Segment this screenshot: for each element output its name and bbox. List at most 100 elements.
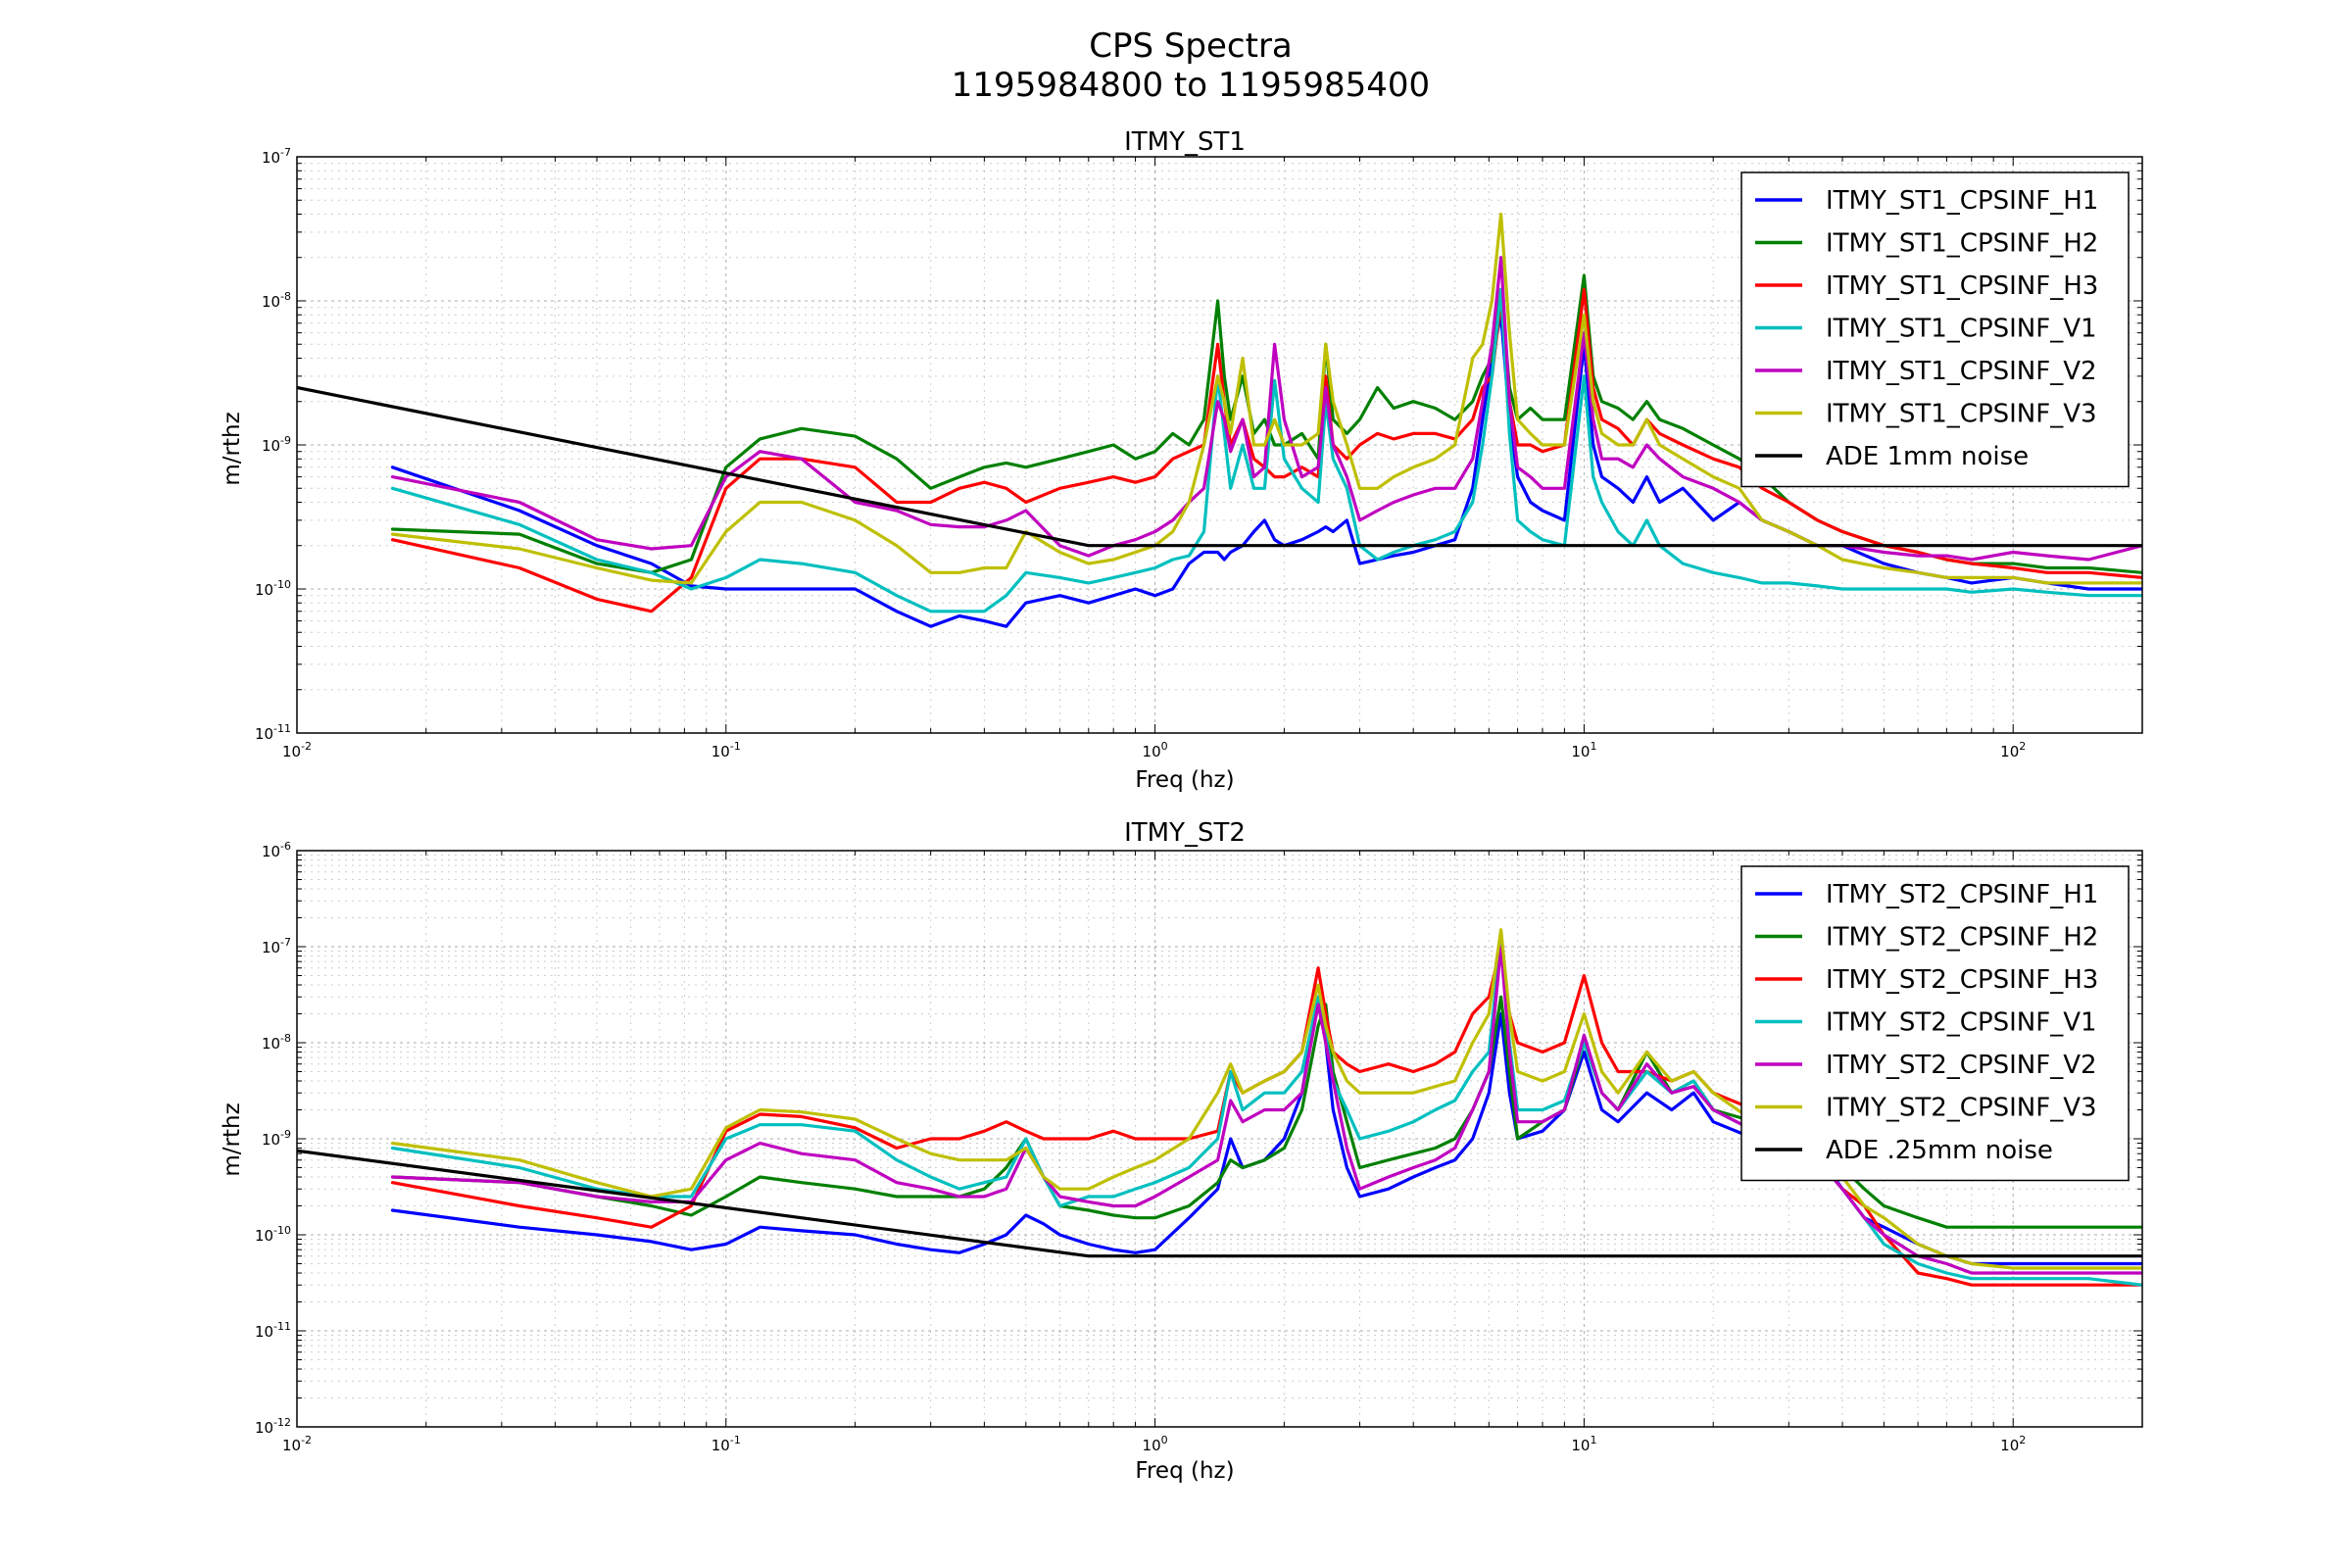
x-tick-label-base: 10 — [2000, 743, 2019, 760]
y-tick-label-exponent: -9 — [280, 1128, 291, 1141]
y-tick-label-exponent: -7 — [280, 146, 291, 159]
ticks — [296, 157, 2143, 734]
y-tick-label-exponent: -11 — [273, 722, 291, 735]
panel-itmy-st2: ITMY_ST2 Freq (hz) m/rthz 10-2 10-1 100 101… — [220, 818, 2143, 1484]
panel-title: ITMY_ST2 — [1124, 818, 1246, 848]
x-tick-label-exponent: -1 — [730, 1434, 741, 1446]
y-tick-label: 10-8 — [262, 1032, 291, 1053]
figure-title-line-1: CPS Spectra — [1089, 26, 1293, 66]
y-tick-label-base: 10 — [262, 293, 280, 311]
x-tick-label-exponent: 0 — [1161, 1434, 1168, 1446]
x-tick-label-exponent: -1 — [730, 740, 741, 753]
legend-label: ITMY_ST1_CPSINF_V1 — [1826, 315, 2097, 344]
x-tick-label-exponent: 1 — [1590, 740, 1596, 753]
y-tick-label-base: 10 — [255, 581, 273, 599]
plot-frame — [296, 850, 2143, 1428]
y-tick-label: 10-11 — [255, 1320, 291, 1341]
x-axis-label: Freq (hz) — [1135, 1458, 1234, 1484]
y-tick-label: 10-10 — [255, 1224, 291, 1245]
y-tick-label-base: 10 — [262, 843, 280, 860]
legend: ITMY_ST1_CPSINF_H1 ITMY_ST1_CPSINF_H2 ITMY… — [1740, 172, 2130, 488]
legend-box — [1740, 172, 2130, 488]
x-tick-label: 10-2 — [282, 1434, 312, 1454]
legend-label: ITMY_ST2_CPSINF_H1 — [1826, 880, 2098, 909]
y-tick-label: 10-11 — [255, 722, 291, 743]
legend-label: ITMY_ST1_CPSINF_H2 — [1826, 229, 2098, 259]
x-tick-label-exponent: 0 — [1161, 740, 1168, 753]
y-tick-label-base: 10 — [262, 437, 280, 455]
x-tick-label-exponent: 2 — [2019, 740, 2026, 753]
x-tick-label: 10-2 — [282, 740, 312, 760]
x-axis-label: Freq (hz) — [1135, 767, 1234, 793]
legend-box — [1740, 865, 2130, 1182]
legend: ITMY_ST2_CPSINF_H1 ITMY_ST2_CPSINF_H2 ITMY… — [1740, 865, 2130, 1182]
panel-title: ITMY_ST1 — [1124, 127, 1246, 157]
x-tick-label-base: 10 — [1571, 1437, 1590, 1454]
panel-itmy-st1: ITMY_ST1 Freq (hz) m/rthz 10-2 10-1 100 101… — [220, 127, 2143, 793]
y-tick-label: 10-8 — [262, 290, 291, 311]
y-tick-label-exponent: -12 — [273, 1416, 291, 1429]
y-tick-label: 10-6 — [262, 840, 291, 860]
reference-line — [297, 1149, 2142, 1258]
y-tick-label-base: 10 — [262, 939, 280, 956]
legend-label: ITMY_ST2_CPSINF_V2 — [1826, 1051, 2097, 1080]
legend-label: ITMY_ST1_CPSINF_H1 — [1826, 186, 2098, 216]
y-tick-label-exponent: -9 — [280, 434, 291, 447]
series-line-itmy-st1-cpsinf-h3 — [390, 287, 2142, 613]
x-tick-label: 102 — [2000, 740, 2026, 760]
x-tick-label-base: 10 — [1143, 743, 1161, 760]
legend-label: ITMY_ST1_CPSINF_V2 — [1826, 357, 2097, 386]
y-tick-label: 10-7 — [262, 146, 291, 167]
y-tick-label-base: 10 — [255, 1323, 273, 1341]
legend-label: ITMY_ST2_CPSINF_V3 — [1826, 1094, 2097, 1123]
x-tick-label-base: 10 — [1571, 743, 1590, 760]
y-tick-label-base: 10 — [255, 1227, 273, 1245]
y-tick-label-exponent: -10 — [273, 578, 291, 591]
ticks — [296, 851, 2143, 1428]
y-tick-label: 10-12 — [255, 1416, 291, 1437]
y-tick-label-exponent: -8 — [280, 290, 291, 303]
series-line-itmy-st1-cpsinf-v2 — [390, 256, 2142, 562]
series-line-itmy-st1-cpsinf-v3 — [390, 212, 2142, 585]
x-tick-label: 101 — [1571, 1434, 1596, 1454]
y-tick-label-exponent: -6 — [280, 840, 291, 853]
figure-title-line-2: 1195984800 to 1195985400 — [952, 66, 1430, 105]
x-tick-label-base: 10 — [1143, 1437, 1161, 1454]
x-tick-label: 100 — [1143, 1434, 1168, 1454]
y-tick-label: 10-7 — [262, 936, 291, 956]
legend-label: ITMY_ST2_CPSINF_H3 — [1826, 965, 2098, 995]
x-tick-label-base: 10 — [711, 743, 730, 760]
x-tick-label: 100 — [1143, 740, 1168, 760]
x-tick-label: 101 — [1571, 740, 1596, 760]
x-tick-label-exponent: 1 — [1590, 1434, 1596, 1446]
x-tick-label-exponent: 2 — [2019, 1434, 2026, 1446]
plot-frame — [296, 156, 2143, 734]
y-axis-label: m/rthz — [220, 412, 245, 485]
x-tick-label-exponent: -2 — [301, 1434, 312, 1446]
y-tick-label-base: 10 — [255, 725, 273, 743]
legend-label: ADE 1mm noise — [1826, 442, 2029, 471]
y-axis-label: m/rthz — [220, 1102, 245, 1176]
legend-label: ITMY_ST1_CPSINF_V3 — [1826, 400, 2097, 429]
y-tick-label: 10-10 — [255, 578, 291, 599]
y-tick-label-base: 10 — [255, 1419, 273, 1437]
x-tick-label: 102 — [2000, 1434, 2026, 1454]
legend-label: ITMY_ST2_CPSINF_V1 — [1826, 1008, 2097, 1038]
y-tick-label-exponent: -10 — [273, 1224, 291, 1237]
y-tick-label-base: 10 — [262, 1035, 280, 1053]
y-tick-label-exponent: -8 — [280, 1032, 291, 1045]
y-tick-label-base: 10 — [262, 149, 280, 167]
y-tick-label: 10-9 — [262, 1128, 291, 1149]
y-tick-label-exponent: -7 — [280, 936, 291, 949]
series-line-itmy-st1-cpsinf-h2 — [390, 273, 2142, 574]
y-tick-label: 10-9 — [262, 434, 291, 455]
y-tick-label-base: 10 — [262, 1131, 280, 1149]
x-tick-label-exponent: -2 — [301, 740, 312, 753]
x-tick-label: 10-1 — [711, 1434, 741, 1454]
x-tick-label-base: 10 — [2000, 1437, 2019, 1454]
reference-line — [297, 385, 2142, 548]
x-tick-label-base: 10 — [282, 743, 301, 760]
plot-area — [297, 212, 2142, 628]
x-tick-label-base: 10 — [282, 1437, 301, 1454]
